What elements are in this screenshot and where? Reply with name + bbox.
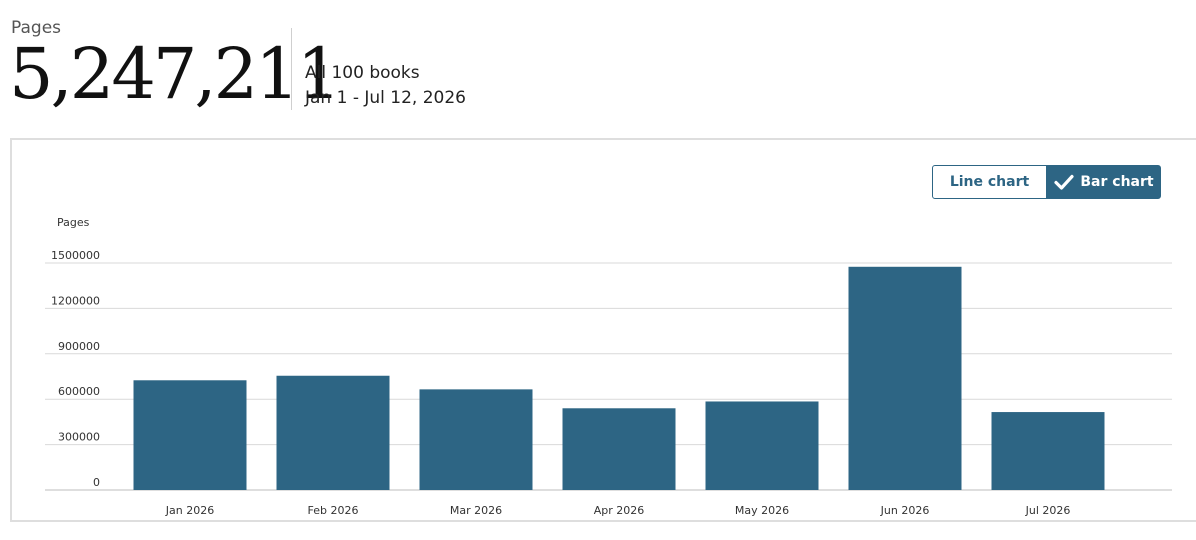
- bar-chart-label: Bar chart: [1080, 174, 1154, 190]
- book-scope: All 100 books: [305, 63, 420, 83]
- line-chart-label: Line chart: [949, 174, 1030, 190]
- line-chart-button[interactable]: Line chart: [932, 165, 1047, 199]
- metric-label: Pages: [11, 18, 62, 38]
- check-icon: [1054, 174, 1074, 190]
- date-range: Jan 1 - Jul 12, 2026: [305, 88, 466, 108]
- bar-chart-button[interactable]: Bar chart: [1047, 165, 1161, 199]
- header-divider: [291, 28, 292, 110]
- total-pages-value: 5,247,211: [9, 33, 341, 115]
